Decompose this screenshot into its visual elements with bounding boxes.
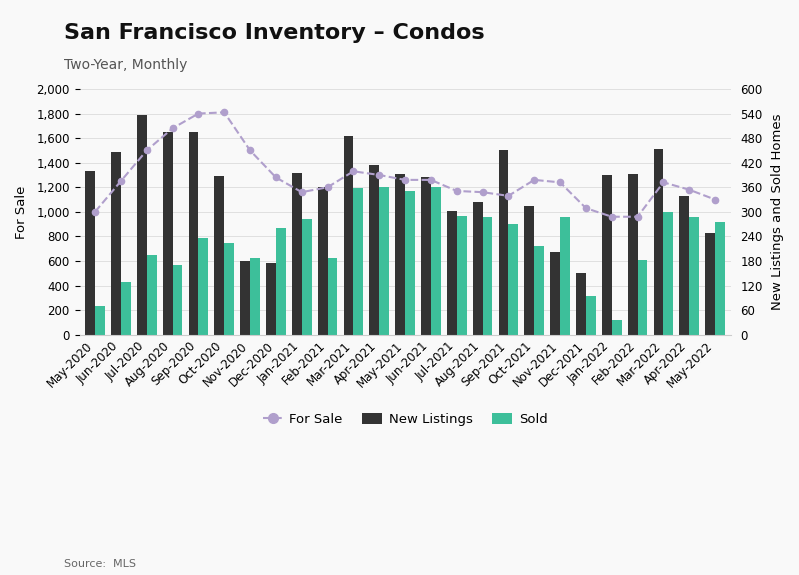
For Sale	[297, 189, 307, 196]
For Sale	[193, 110, 203, 117]
Bar	[276, 228, 286, 335]
Bar	[447, 210, 457, 335]
Bar	[121, 282, 131, 335]
Bar	[380, 187, 389, 335]
Bar	[353, 189, 364, 335]
For Sale	[168, 125, 177, 132]
Bar	[654, 149, 663, 335]
For Sale	[375, 171, 384, 178]
Bar	[344, 136, 353, 335]
Bar	[421, 178, 431, 335]
Bar	[214, 176, 225, 335]
For Sale	[323, 184, 332, 191]
For Sale	[452, 187, 462, 194]
Bar	[318, 187, 328, 335]
Bar	[85, 171, 95, 335]
Bar	[302, 219, 312, 335]
Bar	[250, 259, 260, 335]
Bar	[292, 172, 302, 335]
Bar	[457, 216, 467, 335]
Line: For Sale: For Sale	[92, 109, 718, 220]
For Sale	[245, 147, 255, 154]
For Sale	[607, 213, 617, 220]
Y-axis label: New Listings and Sold Homes: New Listings and Sold Homes	[771, 114, 784, 310]
For Sale	[555, 179, 565, 186]
Bar	[499, 151, 508, 335]
For Sale	[400, 177, 410, 183]
Bar	[405, 191, 415, 335]
Bar	[535, 246, 544, 335]
For Sale	[685, 186, 694, 193]
Bar	[431, 187, 441, 335]
For Sale	[426, 177, 435, 183]
Bar	[111, 152, 121, 335]
For Sale	[271, 174, 280, 181]
Bar	[396, 174, 405, 335]
For Sale	[658, 179, 668, 186]
For Sale	[90, 208, 100, 215]
Text: Two-Year, Monthly: Two-Year, Monthly	[64, 58, 187, 71]
Bar	[225, 243, 234, 335]
For Sale	[220, 109, 229, 116]
Bar	[240, 261, 250, 335]
Bar	[576, 273, 586, 335]
Y-axis label: For Sale: For Sale	[15, 185, 28, 239]
Bar	[679, 196, 690, 335]
Bar	[524, 206, 535, 335]
For Sale	[116, 178, 125, 185]
Bar	[586, 296, 596, 335]
Bar	[508, 224, 519, 335]
Bar	[95, 306, 105, 335]
Bar	[628, 174, 638, 335]
Bar	[473, 202, 483, 335]
Bar	[551, 252, 560, 335]
Bar	[147, 255, 157, 335]
Bar	[715, 221, 725, 335]
Bar	[706, 233, 715, 335]
Bar	[266, 263, 276, 335]
Bar	[369, 165, 380, 335]
For Sale	[530, 177, 539, 183]
Bar	[690, 217, 699, 335]
Bar	[612, 320, 622, 335]
For Sale	[581, 205, 590, 212]
Bar	[328, 259, 337, 335]
Bar	[173, 264, 182, 335]
Bar	[189, 132, 198, 335]
Bar	[163, 132, 173, 335]
Text: San Francisco Inventory – Condos: San Francisco Inventory – Condos	[64, 23, 484, 43]
Text: Source:  MLS: Source: MLS	[64, 559, 136, 569]
Bar	[137, 115, 147, 335]
For Sale	[348, 168, 358, 175]
For Sale	[503, 193, 513, 200]
Bar	[663, 212, 674, 335]
For Sale	[142, 147, 152, 154]
Bar	[483, 217, 492, 335]
Bar	[638, 260, 647, 335]
For Sale	[633, 213, 642, 220]
Legend: For Sale, New Listings, Sold: For Sale, New Listings, Sold	[257, 407, 553, 431]
For Sale	[710, 196, 720, 203]
For Sale	[478, 189, 487, 196]
Bar	[560, 217, 570, 335]
Bar	[198, 237, 209, 335]
Bar	[602, 175, 612, 335]
